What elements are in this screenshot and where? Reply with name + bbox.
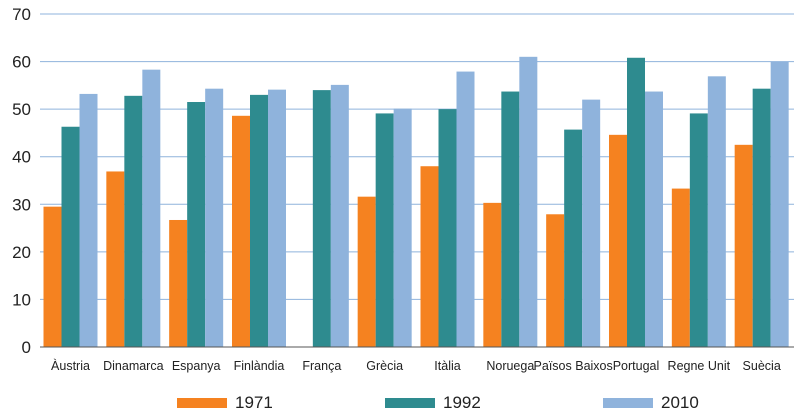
legend-label: 1992 xyxy=(443,393,481,412)
y-tick-label: 30 xyxy=(12,195,31,214)
gridlines xyxy=(40,13,794,300)
legend-item: 1992 xyxy=(385,392,481,414)
x-tick-label: Països Baixos xyxy=(534,359,613,373)
bar-1992 xyxy=(627,57,645,347)
bar-1971 xyxy=(169,219,188,347)
bar-1992 xyxy=(689,113,708,347)
bar-2010 xyxy=(205,88,224,348)
bar-1992 xyxy=(312,90,331,347)
legend-swatch xyxy=(603,398,653,408)
y-tick-label: 70 xyxy=(12,5,31,24)
bar-chart: 0 10 20 30 40 50 60 70 Àustria Dinamarca Espanya F… xyxy=(12,5,794,373)
bar-2010 xyxy=(582,99,601,347)
x-tick-label: Àustria xyxy=(51,358,90,373)
x-tick-label: Espanya xyxy=(172,359,221,373)
x-tick-label: Finlàndia xyxy=(234,359,285,373)
bar-1971 xyxy=(734,144,753,347)
y-tick-label: 50 xyxy=(12,100,31,119)
legend-swatch xyxy=(177,398,227,408)
bars xyxy=(43,56,789,348)
x-tick-label: Itàlia xyxy=(434,359,460,373)
legend-label: 1971 xyxy=(235,393,273,412)
bar-1971 xyxy=(43,206,62,347)
bar-2010 xyxy=(645,91,663,347)
y-tick-label: 0 xyxy=(22,338,31,357)
bar-2010 xyxy=(268,89,286,347)
bar-1971 xyxy=(357,196,376,347)
y-tick-label: 60 xyxy=(12,53,31,72)
bar-2010 xyxy=(770,61,789,347)
bar-1992 xyxy=(752,88,771,348)
bar-1992 xyxy=(375,113,394,347)
bar-2010 xyxy=(707,76,726,347)
x-tick-label: França xyxy=(302,359,341,373)
bar-1971 xyxy=(232,115,250,347)
x-tick-label: Suècia xyxy=(743,359,781,373)
y-tick-label: 20 xyxy=(12,243,31,262)
bar-1992 xyxy=(564,129,583,347)
bar-2010 xyxy=(456,71,475,347)
bar-1992 xyxy=(187,102,206,347)
bar-2010 xyxy=(79,93,98,347)
bar-1971 xyxy=(483,202,502,347)
x-tick-label: Dinamarca xyxy=(103,359,163,373)
legend-label: 2010 xyxy=(661,393,699,412)
bar-1971 xyxy=(671,188,690,347)
bar-1992 xyxy=(250,94,268,347)
x-axis-labels: Àustria Dinamarca Espanya Finlàndia França Gr… xyxy=(51,358,781,373)
y-axis-ticks: 0 10 20 30 40 50 60 70 xyxy=(12,5,31,357)
legend-item: 2010 xyxy=(603,392,699,414)
x-tick-label: Grècia xyxy=(366,359,403,373)
bar-1971 xyxy=(420,166,439,347)
legend: 1971 1992 2010 xyxy=(0,392,794,414)
bar-2010 xyxy=(393,108,412,347)
bar-1992 xyxy=(124,95,143,347)
bar-1992 xyxy=(501,91,520,347)
bar-1992 xyxy=(61,126,80,347)
bar-1971 xyxy=(106,171,125,347)
legend-swatch xyxy=(385,398,435,408)
bar-1992 xyxy=(438,109,457,348)
y-tick-label: 40 xyxy=(12,148,31,167)
x-tick-label: Regne Unit xyxy=(668,359,731,373)
x-tick-label: Noruega xyxy=(486,359,534,373)
legend-item: 1971 xyxy=(177,392,273,414)
bar-1971 xyxy=(546,214,565,347)
x-tick-label: Portugal xyxy=(613,359,660,373)
bar-2010 xyxy=(519,56,538,348)
y-tick-label: 10 xyxy=(12,290,31,309)
bar-1971 xyxy=(609,134,627,347)
bar-2010 xyxy=(330,84,349,347)
bar-2010 xyxy=(142,69,161,347)
